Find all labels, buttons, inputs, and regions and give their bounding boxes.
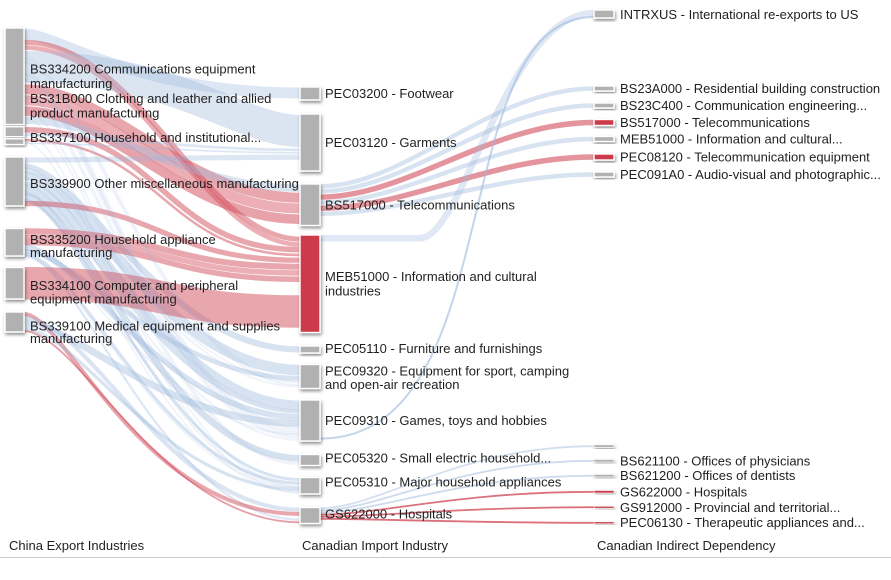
svg-text:Canadian Indirect Dependency: Canadian Indirect Dependency bbox=[597, 538, 776, 553]
svg-text:INTRXUS - International re-exp: INTRXUS - International re-exports to US bbox=[620, 7, 859, 22]
svg-text:China Export Industries: China Export Industries bbox=[9, 538, 145, 553]
svg-text:PEC06130 - Therapeutic applian: PEC06130 - Therapeutic appliances and... bbox=[620, 515, 865, 530]
svg-text:manufacturing: manufacturing bbox=[30, 76, 112, 91]
svg-text:BS339900 Other miscellaneous m: BS339900 Other miscellaneous manufacturi… bbox=[30, 176, 299, 191]
svg-text:GS912000 - Provincial and terr: GS912000 - Provincial and territorial... bbox=[620, 500, 840, 515]
svg-text:industries: industries bbox=[325, 284, 381, 299]
svg-text:PEC03200 - Footwear: PEC03200 - Footwear bbox=[325, 86, 454, 101]
svg-text:BS31B000 Clothing and leather: BS31B000 Clothing and leather and allied bbox=[30, 91, 271, 106]
svg-text:Canadian Import Industry: Canadian Import Industry bbox=[302, 538, 448, 553]
svg-text:BS334200 Communications equipm: BS334200 Communications equipment bbox=[30, 62, 256, 77]
svg-text:PEC091A0 - Audio-visual and ph: PEC091A0 - Audio-visual and photographic… bbox=[620, 167, 881, 182]
svg-text:PEC05310 - Major household app: PEC05310 - Major household appliances bbox=[325, 475, 562, 490]
svg-text:BS621200 - Offices of dentists: BS621200 - Offices of dentists bbox=[620, 468, 796, 483]
svg-text:equipment manufacturing: equipment manufacturing bbox=[30, 291, 177, 306]
svg-text:BS23C400 - Communication engin: BS23C400 - Communication engineering... bbox=[620, 98, 867, 113]
svg-text:PEC05320 - Small electric hous: PEC05320 - Small electric household... bbox=[325, 451, 551, 466]
svg-text:GS622000 - Hospitals: GS622000 - Hospitals bbox=[620, 484, 748, 499]
svg-text:BS517000 - Telecommunications: BS517000 - Telecommunications bbox=[620, 115, 810, 130]
svg-text:BS335200 Household appliance: BS335200 Household appliance bbox=[30, 232, 216, 247]
svg-text:BS337100 Household and institu: BS337100 Household and institutional... bbox=[30, 130, 261, 145]
svg-text:BS23A000 - Residential buildin: BS23A000 - Residential building construc… bbox=[620, 81, 880, 96]
svg-text:PEC09320 - Equipment for sport: PEC09320 - Equipment for sport, camping bbox=[325, 364, 569, 379]
svg-text:PEC05110 - Furniture and furni: PEC05110 - Furniture and furnishings bbox=[325, 341, 543, 356]
svg-text:MEB51000 - Information and cul: MEB51000 - Information and cultural... bbox=[620, 132, 843, 147]
svg-text:BS517000 - Telecommunications: BS517000 - Telecommunications bbox=[325, 198, 515, 213]
svg-text:manufacturing: manufacturing bbox=[30, 245, 112, 260]
svg-text:BS339100 Medical equipment and: BS339100 Medical equipment and supplies bbox=[30, 318, 281, 333]
svg-text:product manufacturing: product manufacturing bbox=[30, 106, 159, 121]
svg-text:manufacturing: manufacturing bbox=[30, 331, 112, 346]
svg-text:GS622000 - Hospitals: GS622000 - Hospitals bbox=[325, 507, 453, 522]
svg-text:and open-air recreation: and open-air recreation bbox=[325, 377, 459, 392]
svg-text:PEC03120 - Garments: PEC03120 - Garments bbox=[325, 135, 457, 150]
svg-text:PEC08120 - Telecommunication e: PEC08120 - Telecommunication equipment bbox=[620, 150, 870, 165]
svg-text:MEB51000 - Information and cul: MEB51000 - Information and cultural bbox=[325, 269, 537, 284]
svg-text:BS621100 - Offices of physicia: BS621100 - Offices of physicians bbox=[620, 453, 811, 468]
svg-text:BS334100 Computer and peripher: BS334100 Computer and peripheral bbox=[30, 278, 238, 293]
svg-text:PEC09310 - Games, toys and hob: PEC09310 - Games, toys and hobbies bbox=[325, 413, 547, 428]
